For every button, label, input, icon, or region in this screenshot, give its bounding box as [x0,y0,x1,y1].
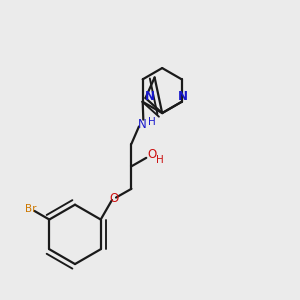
Text: N: N [178,90,188,103]
Text: O: O [148,148,157,160]
Text: N: N [138,118,147,131]
Text: N: N [145,90,155,103]
Text: H: H [148,117,155,127]
Text: Br: Br [25,204,36,214]
Text: O: O [109,192,118,205]
Text: H: H [156,155,164,165]
